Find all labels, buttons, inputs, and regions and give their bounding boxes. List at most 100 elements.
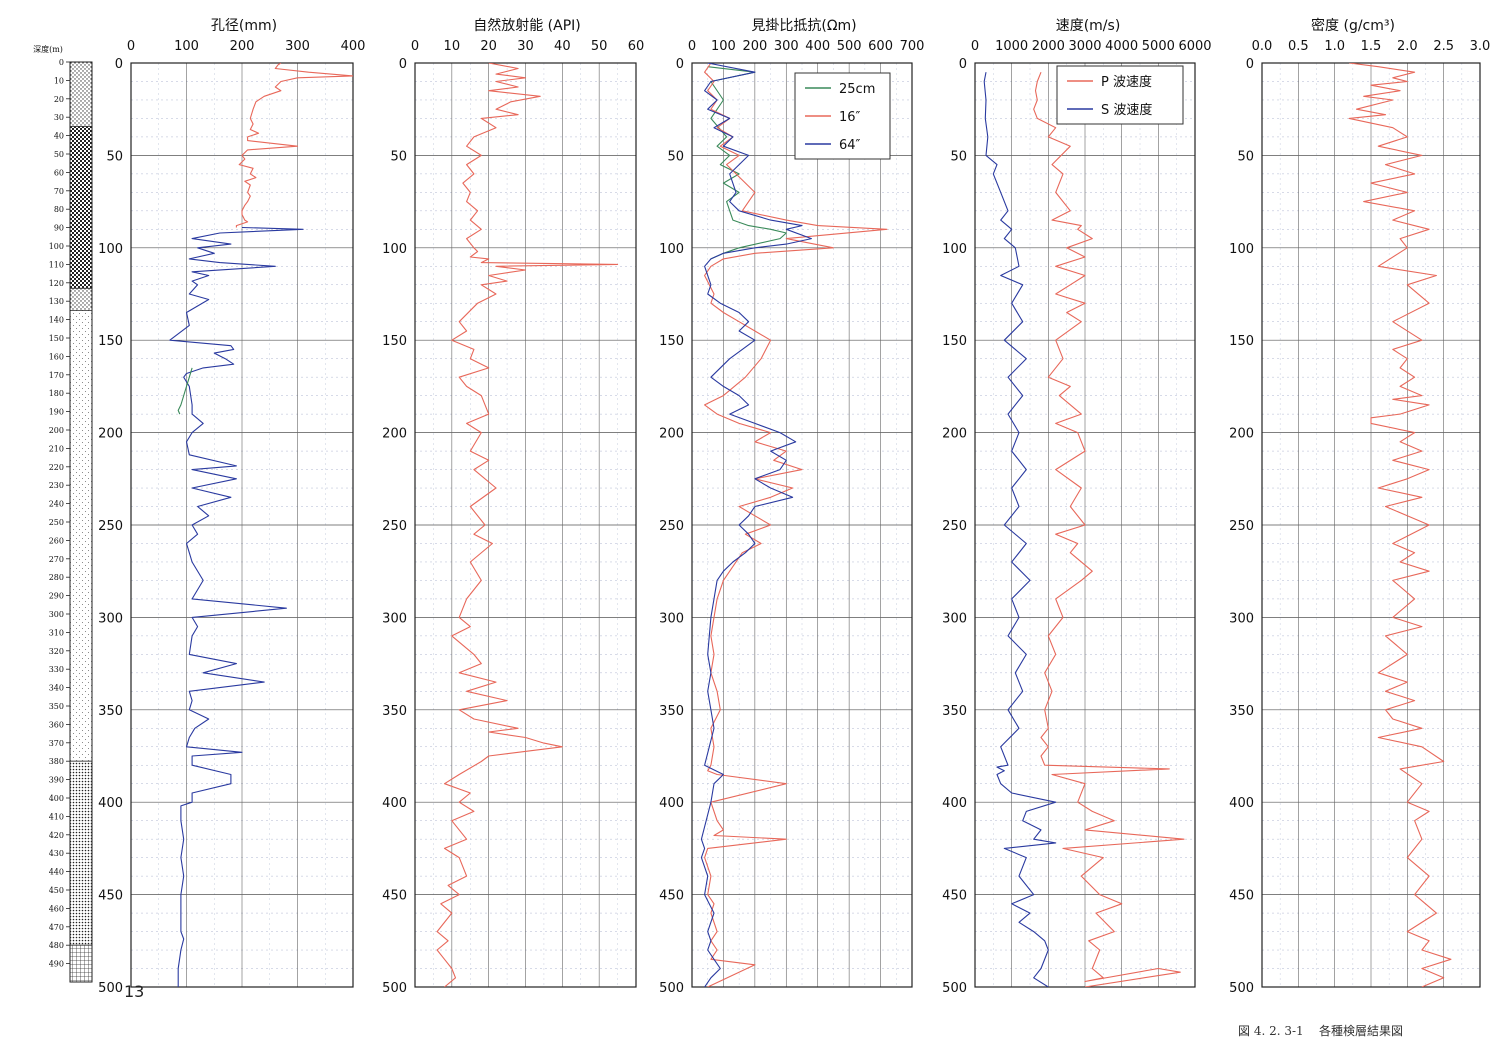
series-line-64″ [700,63,812,987]
depth-tick-label: 350 [1229,704,1254,719]
depth-col-tick-label: 50 [54,150,64,159]
caption-number: 図 4. 2. 3-1 [1238,1024,1304,1038]
depth-col-tick-label: 480 [49,941,64,950]
depth-col-tick-label: 250 [49,518,64,527]
x-tick-label: 200 [742,39,767,54]
depth-col-tick-label: 270 [49,555,64,564]
page-number: 13 [124,982,145,1001]
panel-frame [1261,62,1481,988]
depth-col-tick-label: 150 [49,334,64,343]
depth-tick-label: 150 [942,334,967,349]
depth-col-tick-label: 390 [49,776,64,785]
depth-col-tick-label: 440 [49,868,64,877]
x-tick-label: 5000 [1142,39,1175,54]
depth-col-tick-label: 200 [49,426,64,435]
panel-resistivity: 見掛比抵抗(Ωm) 0 50 100 150 200 250 300 350 400 450 500 0… [659,18,924,996]
legend-label: P 波速度 [1101,74,1152,90]
x-tick-label: 0.0 [1252,39,1273,54]
depth-tick-label: 50 [950,149,967,164]
depth-col-tick-label: 140 [49,316,64,325]
depth-tick-label: 50 [390,149,407,164]
legend-label: 64″ [839,138,861,153]
panel-frame [414,62,637,988]
depth-col-tick-label: 290 [49,592,64,601]
depth-tick-label: 100 [98,242,123,257]
depth-tick-label: 450 [98,889,123,904]
depth-col-tick-label: 330 [49,665,64,674]
depth-tick-label: 300 [98,611,123,626]
series-line-S-波速度 [983,72,1057,987]
depth-col-tick-label: 120 [49,279,64,288]
x-tick-label: 700 [900,39,925,54]
depth-tick-label: 200 [659,427,684,442]
depth-tick-label: 150 [1229,334,1254,349]
depth-tick-label: 150 [382,334,407,349]
series-line-25cm [707,66,787,260]
x-tick-label: 500 [837,39,862,54]
x-tick-label: 30 [517,39,534,54]
depth-col-tick-label: 470 [49,923,64,932]
depth-col-tick-label: 210 [49,444,64,453]
depth-tick-label: 100 [382,242,407,257]
depth-col-tick-label: 40 [54,132,64,141]
x-tick-label: 200 [230,39,255,54]
depth-tick-label: 300 [1229,611,1254,626]
legend-box [1056,65,1184,125]
depth-col-tick-label: 320 [49,647,64,656]
depth-tick-label: 300 [659,611,684,626]
depth-col-tick-label: 310 [49,628,64,637]
legend: P 波速度 S 波速度 [1056,65,1184,125]
x-tick-label: 2.5 [1433,39,1454,54]
depth-tick-label: 50 [106,149,123,164]
legend-label: 16″ [839,110,861,125]
depth-col-tick-label: 90 [54,224,64,233]
depth-col-tick-label: 170 [49,371,64,380]
panel-title: 見掛比抵抗(Ωm) [751,18,856,34]
depth-col-tick-label: 360 [49,720,64,729]
depth-col-tick-label: 300 [49,610,64,619]
depth-col-tick-label: 70 [54,187,64,196]
depth-tick-label: 500 [382,981,407,996]
series-line-P-波速度 [1033,71,1185,987]
series-line-0 [436,63,619,987]
depth-tick-label: 200 [98,427,123,442]
x-tick-label: 1000 [995,39,1028,54]
x-tick-label: 300 [285,39,310,54]
depth-col-tick-label: 0 [59,58,64,67]
panel-title: 速度(m/s) [1056,18,1121,34]
depth-col-tick-label: 460 [49,904,64,913]
panel-frame [130,62,354,988]
depth-tick-label: 0 [115,57,123,72]
legend-label: S 波速度 [1101,102,1152,118]
x-tick-label: 4000 [1105,39,1138,54]
depth-tick-label: 400 [659,796,684,811]
depth-tick-label: 250 [1229,519,1254,534]
depth-col-tick-label: 430 [49,849,64,858]
x-tick-label: 50 [591,39,608,54]
depth-tick-label: 400 [382,796,407,811]
legend-label: 25cm [839,82,875,97]
lithology-unit-5 [69,944,93,983]
depth-col-tick-label: 30 [54,113,64,122]
depth-col-tick-label: 220 [49,463,64,472]
depth-tick-label: 200 [1229,427,1254,442]
x-tick-label: 0 [411,39,419,54]
depth-tick-label: 0 [959,57,967,72]
lithology-unit-2 [69,287,93,311]
depth-tick-label: 100 [942,242,967,257]
depth-tick-label: 0 [1246,57,1254,72]
lithology-unit-4 [69,760,93,946]
depth-tick-label: 350 [659,704,684,719]
depth-col-tick-label: 130 [49,297,64,306]
depth-tick-label: 250 [659,519,684,534]
depth-tick-label: 500 [659,981,684,996]
x-tick-label: 2.0 [1397,39,1418,54]
depth-tick-label: 200 [382,427,407,442]
x-tick-label: 0 [127,39,135,54]
series-line-0 [1348,63,1452,987]
depth-tick-label: 0 [676,57,684,72]
depth-tick-label: 150 [659,334,684,349]
depth-tick-label: 350 [942,704,967,719]
